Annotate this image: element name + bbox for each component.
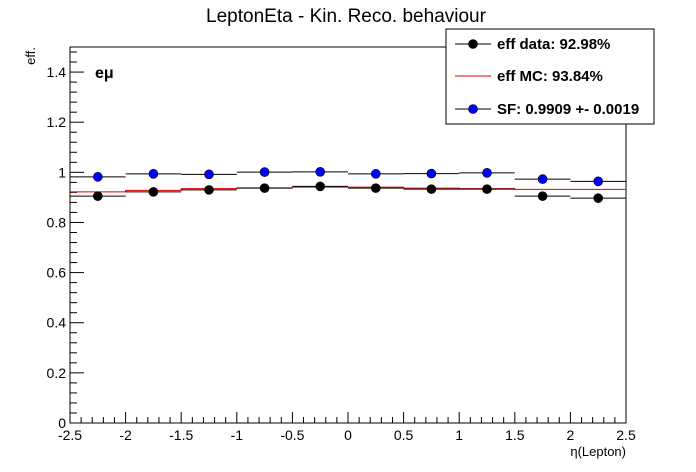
x-tick-label: -2	[119, 427, 132, 443]
chart-title: LeptonEta - Kin. Reco. behaviour	[206, 6, 487, 27]
x-tick-label: -1.5	[169, 427, 193, 443]
sf-point	[204, 169, 214, 180]
x-tick-label: 1	[455, 427, 463, 443]
sf-point	[148, 169, 159, 179]
y-tick-label: 0.6	[47, 265, 67, 281]
sf-point	[93, 172, 103, 182]
x-tick-label: 0.5	[394, 427, 414, 443]
x-tick-label: 2.5	[616, 427, 636, 443]
y-tick-label: 0.8	[47, 214, 67, 230]
sf-point	[426, 168, 437, 179]
legend: eff data: 92.98% eff MC: 93.84% SF: 0.9909…	[445, 28, 655, 125]
x-tick-label: -2.5	[58, 427, 82, 443]
y-tick-label: 0.4	[47, 315, 67, 331]
y-axis-label: eff.	[23, 47, 38, 65]
legend-entry-label: SF: 0.9909 +- 0.0019	[497, 101, 639, 118]
y-tick-label: 1	[58, 164, 66, 180]
y-axis: 0 0.2 0.4 0.6 0.8 1 1.2 1.4	[47, 51, 84, 431]
data-point	[315, 181, 326, 192]
sf-point	[537, 174, 548, 184]
data-point	[93, 191, 103, 201]
legend-marker	[468, 104, 478, 114]
x-tick-label: 2	[567, 427, 575, 443]
y-tick-label: 0.2	[47, 365, 67, 381]
sf-point	[315, 167, 326, 177]
data-point	[370, 183, 381, 193]
y-tick-label: 1.4	[47, 64, 67, 80]
legend-entry-label: eff data: 92.98%	[497, 36, 610, 53]
legend-entry-label: eff MC: 93.84%	[497, 68, 603, 85]
x-axis-label: η(Lepton)	[570, 444, 626, 459]
data-point	[148, 187, 159, 197]
data-point	[259, 183, 270, 193]
data-point	[537, 191, 548, 201]
x-tick-label: 1.5	[505, 427, 525, 443]
data-point	[426, 184, 437, 194]
channel-annotation: eμ	[95, 65, 114, 82]
x-tick-label: 0	[344, 427, 352, 443]
plot-marks	[70, 167, 626, 203]
data-point	[482, 184, 492, 194]
sf-point	[593, 176, 604, 187]
data-point	[593, 193, 604, 203]
data-point	[204, 185, 214, 195]
x-tick-label: -0.5	[280, 427, 304, 443]
legend-marker	[468, 39, 478, 49]
y-tick-label: 1.2	[47, 114, 67, 130]
x-axis: -2.5 -2 -1.5 -1 -0.5 0 0.5 1 1.5 2 2.5	[58, 412, 636, 443]
sf-point	[482, 168, 492, 178]
y-tick-label: 0	[58, 415, 66, 431]
sf-point	[370, 169, 381, 179]
sf-point	[259, 167, 270, 177]
x-tick-label: -1	[231, 427, 244, 443]
